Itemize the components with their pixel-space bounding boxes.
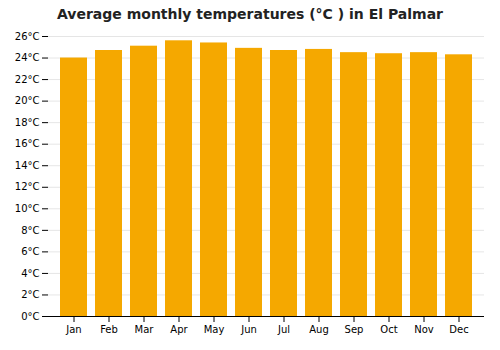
html-text:Average monthly temperatures (: Average monthly temperatures (°C ) in El… bbox=[57, 6, 443, 22]
svg-text:24°C: 24°C bbox=[15, 52, 40, 63]
svg-text:Oct: Oct bbox=[380, 324, 397, 335]
svg-text:22°C: 22°C bbox=[15, 74, 40, 85]
svg-text:14°C: 14°C bbox=[15, 160, 40, 171]
svg-text:Feb: Feb bbox=[100, 324, 118, 335]
svg-text:Sep: Sep bbox=[345, 324, 364, 335]
svg-text:Aug: Aug bbox=[309, 324, 329, 335]
svg-text:Jun: Jun bbox=[240, 324, 257, 335]
svg-text:6°C: 6°C bbox=[21, 246, 39, 257]
svg-text:16°C: 16°C bbox=[15, 138, 40, 149]
svg-text:10°C: 10°C bbox=[15, 203, 40, 214]
svg-text:20°C: 20°C bbox=[15, 95, 40, 106]
svg-text:Mar: Mar bbox=[135, 324, 155, 335]
svg-text:Jul: Jul bbox=[277, 324, 290, 335]
svg-text:Dec: Dec bbox=[449, 324, 468, 335]
svg-text:18°C: 18°C bbox=[15, 117, 40, 128]
svg-text:8°C: 8°C bbox=[21, 225, 39, 236]
svg-text:Apr: Apr bbox=[170, 324, 188, 335]
svg-text:0°C: 0°C bbox=[21, 311, 39, 322]
svg-text:12°C: 12°C bbox=[15, 181, 40, 192]
svg-text:26°C: 26°C bbox=[15, 31, 40, 42]
svg-text:4°C: 4°C bbox=[21, 268, 39, 279]
svg-text:Nov: Nov bbox=[414, 324, 434, 335]
svg-text:Jan: Jan bbox=[65, 324, 81, 335]
svg-text:2°C: 2°C bbox=[21, 289, 39, 300]
svg-text:May: May bbox=[204, 324, 225, 335]
